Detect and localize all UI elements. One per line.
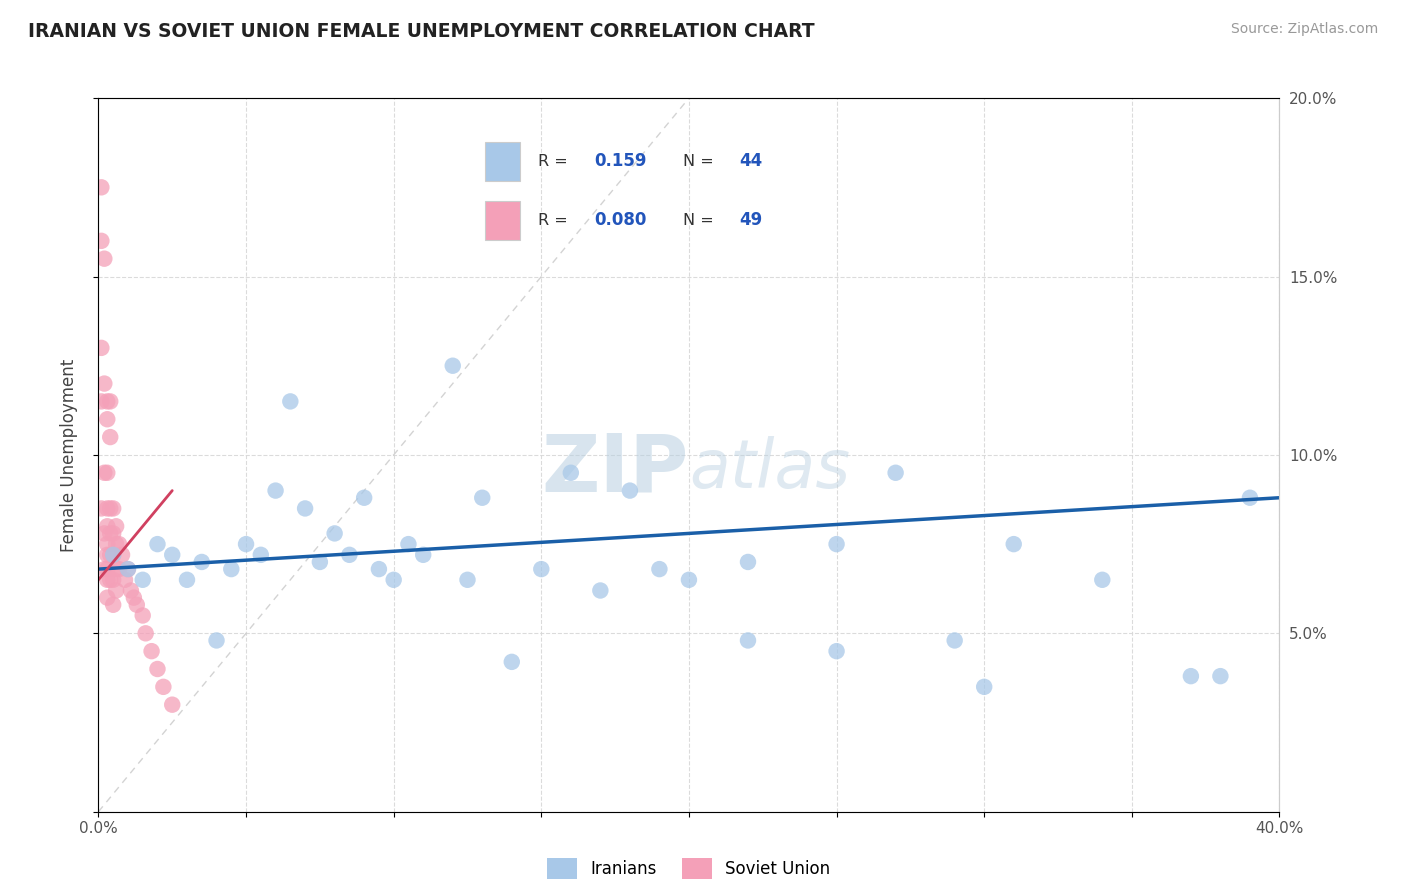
Point xyxy=(96,591,118,605)
Point xyxy=(103,548,125,562)
Point xyxy=(1239,491,1261,505)
Point xyxy=(382,573,405,587)
Point xyxy=(103,573,125,587)
Point xyxy=(90,341,112,355)
Point xyxy=(103,548,125,562)
Point xyxy=(264,483,287,498)
Point xyxy=(98,573,121,587)
Point xyxy=(96,519,118,533)
Point xyxy=(339,548,360,562)
Point xyxy=(117,562,139,576)
Point xyxy=(98,430,121,444)
Point xyxy=(105,537,128,551)
Text: Source: ZipAtlas.com: Source: ZipAtlas.com xyxy=(1230,22,1378,37)
Point xyxy=(90,234,112,248)
Point xyxy=(125,598,148,612)
Point xyxy=(353,491,375,505)
Point xyxy=(96,501,118,516)
Point xyxy=(219,562,242,576)
Point xyxy=(108,562,131,576)
Point xyxy=(973,680,995,694)
Point xyxy=(108,537,131,551)
Point xyxy=(396,537,419,551)
Point xyxy=(162,698,183,712)
Point xyxy=(135,626,157,640)
Point xyxy=(648,562,671,576)
Y-axis label: Female Unemployment: Female Unemployment xyxy=(59,359,77,551)
Text: atlas: atlas xyxy=(689,436,851,502)
Point xyxy=(368,562,391,576)
Point xyxy=(98,394,121,409)
Point xyxy=(825,644,848,658)
Point xyxy=(589,583,612,598)
Point xyxy=(93,376,115,391)
Point xyxy=(146,662,169,676)
Point xyxy=(884,466,907,480)
Point xyxy=(1180,669,1202,683)
Point xyxy=(98,548,121,562)
Point xyxy=(825,537,848,551)
Point xyxy=(90,501,112,516)
Point xyxy=(103,598,125,612)
Point xyxy=(93,562,115,576)
Point xyxy=(90,394,112,409)
Point xyxy=(96,548,118,562)
Point xyxy=(1002,537,1025,551)
Point xyxy=(103,501,125,516)
Point xyxy=(235,537,257,551)
Point xyxy=(678,573,700,587)
Point xyxy=(93,466,115,480)
Point xyxy=(530,562,553,576)
Point xyxy=(191,555,214,569)
Text: IRANIAN VS SOVIET UNION FEMALE UNEMPLOYMENT CORRELATION CHART: IRANIAN VS SOVIET UNION FEMALE UNEMPLOYM… xyxy=(28,22,814,41)
Point xyxy=(105,562,128,576)
Point xyxy=(162,548,183,562)
Point xyxy=(141,644,163,658)
Point xyxy=(146,537,169,551)
Point xyxy=(441,359,464,373)
Point xyxy=(122,591,145,605)
Point xyxy=(96,573,118,587)
Point xyxy=(471,491,494,505)
Point xyxy=(456,573,478,587)
Point xyxy=(250,548,273,562)
Point xyxy=(560,466,582,480)
Point xyxy=(120,583,142,598)
Point xyxy=(103,526,125,541)
Legend: Iranians, Soviet Union: Iranians, Soviet Union xyxy=(541,852,837,886)
Point xyxy=(205,633,228,648)
Point xyxy=(619,483,641,498)
Point xyxy=(111,548,134,562)
Point xyxy=(152,680,174,694)
Point xyxy=(176,573,198,587)
Point xyxy=(323,526,346,541)
Point xyxy=(278,394,302,409)
Point xyxy=(117,562,139,576)
Point xyxy=(98,526,121,541)
Point xyxy=(105,519,128,533)
Point xyxy=(309,555,332,569)
Point xyxy=(501,655,523,669)
Point xyxy=(294,501,316,516)
Point xyxy=(96,466,118,480)
Point xyxy=(1209,669,1232,683)
Point xyxy=(90,180,112,194)
Point xyxy=(105,583,128,598)
Point xyxy=(96,412,118,426)
Point xyxy=(114,573,136,587)
Point xyxy=(737,633,759,648)
Point xyxy=(943,633,966,648)
Point xyxy=(132,608,155,623)
Text: ZIP: ZIP xyxy=(541,430,689,508)
Point xyxy=(1091,573,1114,587)
Point xyxy=(96,537,118,551)
Point xyxy=(93,252,115,266)
Point xyxy=(412,548,434,562)
Point xyxy=(96,394,118,409)
Point xyxy=(737,555,759,569)
Point xyxy=(93,526,115,541)
Point xyxy=(96,562,118,576)
Point xyxy=(98,501,121,516)
Point xyxy=(132,573,155,587)
